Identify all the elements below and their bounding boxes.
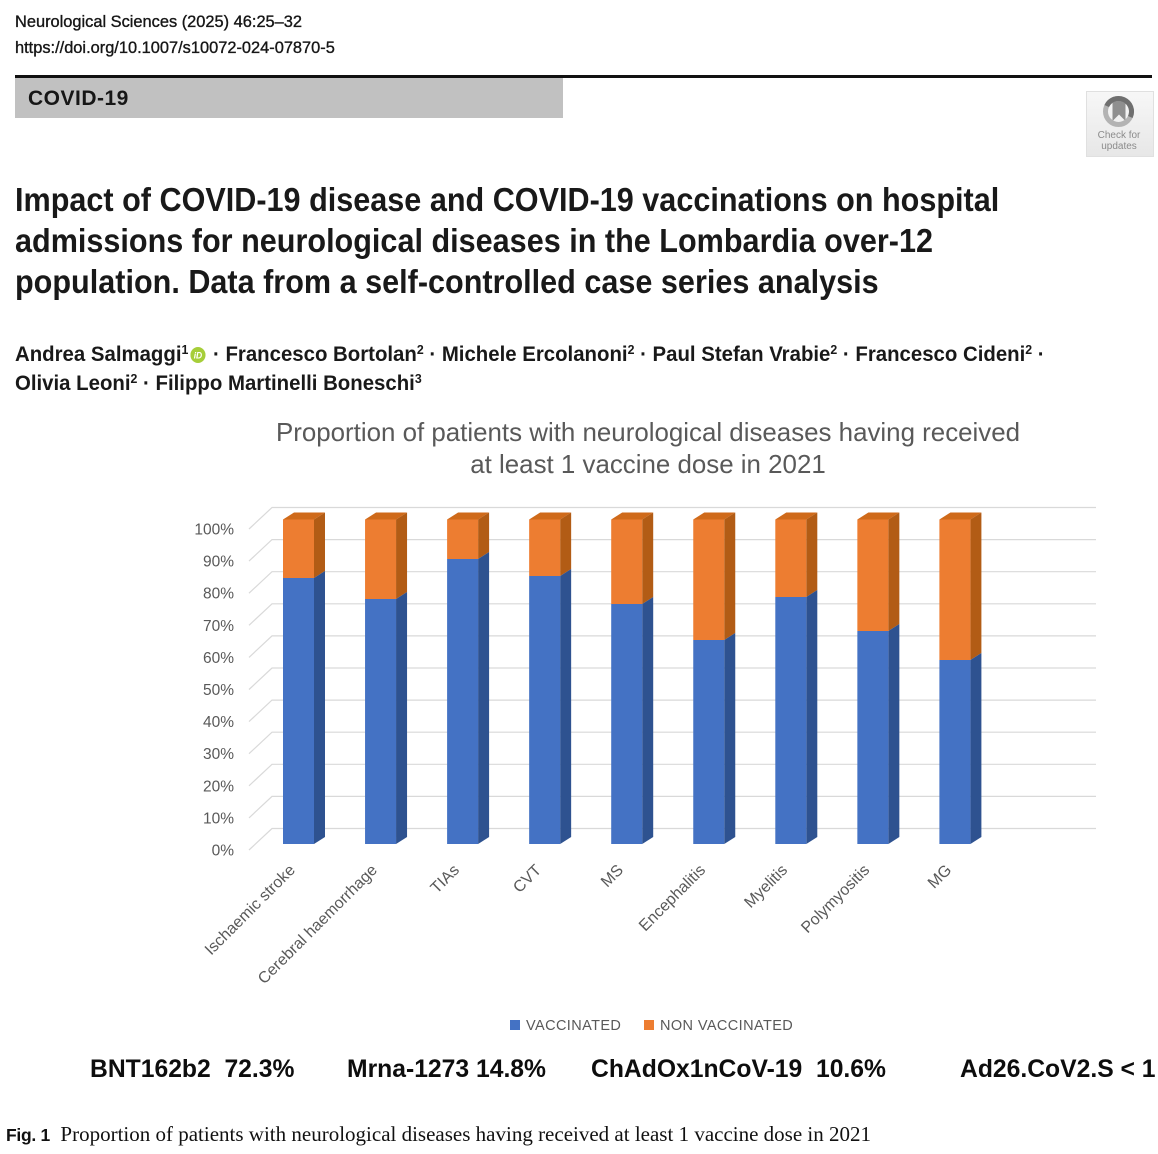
svg-text:iD: iD (194, 350, 203, 360)
svg-text:0%: 0% (212, 843, 235, 860)
svg-text:40%: 40% (203, 714, 234, 731)
svg-text:Encephalitis: Encephalitis (636, 862, 709, 935)
svg-text:CVT: CVT (510, 862, 545, 897)
svg-text:90%: 90% (203, 554, 234, 571)
svg-text:NON VACCINATED: NON VACCINATED (660, 1018, 793, 1034)
svg-text:70%: 70% (203, 618, 234, 635)
svg-text:updates: updates (1101, 141, 1137, 152)
svg-text:MS: MS (598, 862, 627, 891)
svg-text:60%: 60% (203, 650, 234, 667)
svg-text:10%: 10% (203, 810, 234, 827)
svg-text:Polymyositis: Polymyositis (798, 862, 873, 937)
svg-text:Ischaemic stroke: Ischaemic stroke (202, 862, 299, 959)
svg-text:MG: MG (925, 862, 955, 892)
svg-text:30%: 30% (203, 746, 234, 763)
svg-text:20%: 20% (203, 778, 234, 795)
svg-text:TIAs: TIAs (428, 862, 463, 897)
svg-text:Myelitis: Myelitis (741, 862, 791, 912)
svg-text:50%: 50% (203, 682, 234, 699)
svg-text:100%: 100% (194, 522, 234, 539)
svg-text:Check for: Check for (1098, 130, 1141, 141)
svg-text:VACCINATED: VACCINATED (526, 1018, 621, 1034)
svg-text:80%: 80% (203, 586, 234, 603)
